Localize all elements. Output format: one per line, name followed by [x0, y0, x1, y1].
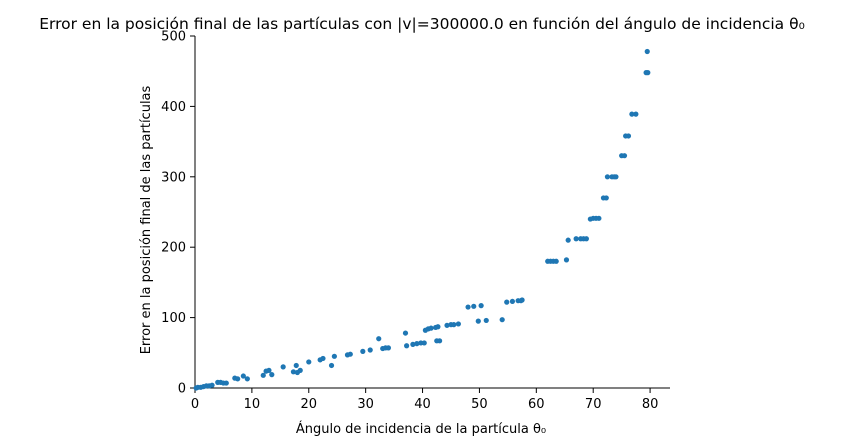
data-point [280, 364, 286, 370]
x-tick-label: 80 [642, 397, 659, 412]
data-point [451, 322, 457, 328]
x-tick-label: 40 [414, 397, 431, 412]
data-point [320, 355, 326, 362]
data-point [414, 341, 420, 347]
data-point [290, 369, 297, 375]
data-point [260, 372, 266, 378]
data-point [240, 373, 246, 379]
data-point [244, 376, 250, 382]
data-point [563, 257, 570, 263]
x-tick-label: 60 [528, 397, 545, 412]
x-tick-label: 30 [357, 397, 374, 412]
data-point [625, 133, 632, 139]
data-point [435, 324, 441, 330]
y-tick-label: 200 [161, 241, 186, 256]
x-tick-label: 20 [300, 397, 317, 412]
y-tick-label: 400 [161, 100, 186, 115]
data-point [360, 348, 366, 354]
data-point [478, 303, 484, 309]
data-point [509, 298, 516, 305]
y-tick-label: 0 [178, 382, 186, 397]
y-ticks: 0 100 200 300 400 500 [161, 30, 195, 397]
data-point [613, 174, 619, 180]
data-point [428, 325, 434, 331]
data-point [553, 258, 559, 264]
data-point [621, 153, 628, 159]
y-tick-label: 300 [161, 170, 186, 185]
data-point [455, 321, 461, 327]
data-point [471, 303, 477, 309]
data-point [293, 362, 299, 369]
x-tick-label: 70 [585, 397, 602, 412]
data-point [633, 111, 639, 117]
data-point [596, 215, 602, 221]
data-point [223, 380, 229, 386]
data-point [402, 330, 409, 336]
data-point [583, 236, 589, 242]
data-point [266, 367, 272, 373]
data-point [499, 317, 505, 323]
data-point [644, 48, 650, 55]
data-point [437, 338, 443, 344]
data-point [347, 351, 353, 357]
data-point [269, 372, 275, 378]
data-point [297, 367, 303, 373]
data-point [331, 353, 337, 359]
x-axis-label: Ángulo de incidencia de la partícula θ₀ [296, 421, 546, 437]
data-point [603, 195, 609, 201]
data-points [193, 48, 651, 391]
data-point [483, 317, 489, 324]
data-point [444, 322, 450, 328]
y-axis-label: Error en la posición final de las partíc… [139, 85, 154, 354]
data-point [410, 341, 416, 347]
data-point [645, 70, 651, 76]
x-tick-label: 50 [471, 397, 488, 412]
data-point [306, 359, 312, 365]
y-tick-label: 500 [161, 30, 186, 45]
data-point [367, 347, 373, 353]
data-point [328, 362, 335, 369]
data-point [519, 297, 525, 303]
x-ticks: 0 10 20 30 40 50 60 70 80 [191, 388, 659, 412]
data-point [465, 304, 471, 310]
data-point [235, 376, 241, 382]
data-point [565, 237, 571, 243]
data-point [573, 236, 579, 242]
x-tick-label: 10 [244, 397, 261, 412]
data-point [475, 318, 481, 324]
data-point [404, 343, 410, 349]
x-tick-label: 0 [191, 397, 199, 412]
data-point [385, 345, 392, 351]
chart-title: Error en la posición final de las partíc… [39, 15, 805, 33]
data-point [604, 174, 611, 180]
y-tick-label: 100 [161, 311, 186, 326]
data-point [209, 382, 215, 388]
plot-area: 0 10 20 30 40 50 60 70 80 0 100 200 300 400 500 [161, 30, 670, 412]
data-point [629, 111, 635, 117]
data-point [376, 336, 382, 342]
data-point [504, 299, 510, 305]
data-point [421, 340, 427, 346]
